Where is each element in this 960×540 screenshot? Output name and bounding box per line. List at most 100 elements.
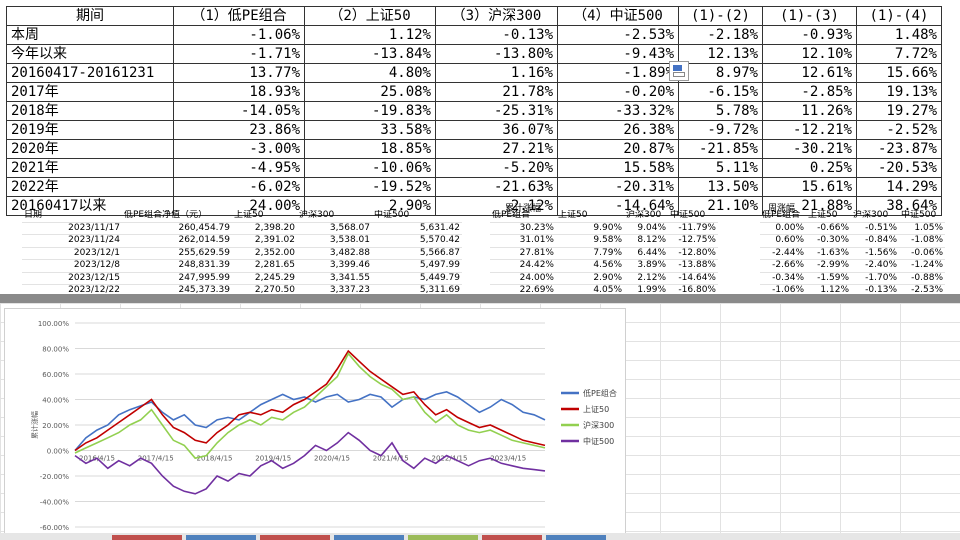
nav-cell[interactable]: 2023/12/8: [22, 259, 122, 273]
cum-cell[interactable]: 27.81%: [490, 247, 556, 260]
summary-data-cell[interactable]: 2019年: [6, 120, 174, 140]
weekly-cell[interactable]: -0.34%: [760, 272, 806, 285]
summary-data-cell[interactable]: 18.85%: [304, 139, 436, 159]
sheet-tab-blue[interactable]: [186, 535, 256, 540]
summary-data-cell[interactable]: -9.43%: [557, 44, 679, 64]
weekly-cell[interactable]: -2.66%: [760, 259, 806, 273]
weekly-cell[interactable]: -0.84%: [851, 234, 899, 248]
nav-cell[interactable]: 2023/11/24: [22, 234, 122, 248]
summary-data-cell[interactable]: -3.00%: [173, 139, 305, 159]
cum-cell[interactable]: 24.42%: [490, 259, 556, 273]
sheet-tab-red-3[interactable]: [482, 535, 542, 540]
cum-cell[interactable]: 6.44%: [624, 247, 668, 260]
summary-data-cell[interactable]: 26.38%: [557, 120, 679, 140]
weekly-cell[interactable]: -1.70%: [851, 272, 899, 285]
summary-data-cell[interactable]: 5.11%: [678, 158, 763, 178]
summary-data-cell[interactable]: 4.80%: [304, 63, 436, 83]
summary-header-cell[interactable]: （1）低PE组合: [173, 6, 305, 26]
summary-data-cell[interactable]: -2.53%: [557, 25, 679, 45]
sheet-tab-blue-2[interactable]: [334, 535, 404, 540]
summary-data-cell[interactable]: 13.77%: [173, 63, 305, 83]
cum-cell[interactable]: 9.58%: [556, 234, 624, 248]
summary-data-cell[interactable]: 2021年: [6, 158, 174, 178]
summary-data-cell[interactable]: 1.12%: [304, 25, 436, 45]
summary-data-cell[interactable]: 7.72%: [856, 44, 942, 64]
summary-data-cell[interactable]: 1.16%: [435, 63, 558, 83]
nav-cell[interactable]: 2,391.02: [232, 234, 297, 248]
summary-data-cell[interactable]: 23.86%: [173, 120, 305, 140]
summary-data-cell[interactable]: 36.07%: [435, 120, 558, 140]
summary-data-cell[interactable]: -30.21%: [762, 139, 857, 159]
nav-cell[interactable]: 248,831.39: [122, 259, 232, 273]
cum-header-cell[interactable]: 沪深300: [624, 210, 668, 223]
cum-cell[interactable]: 7.79%: [556, 247, 624, 260]
weekly-cell[interactable]: -2.40%: [851, 259, 899, 273]
cum-cell[interactable]: 2.90%: [556, 272, 624, 285]
summary-header-cell[interactable]: （3）沪深300: [435, 6, 558, 26]
summary-data-cell[interactable]: 33.58%: [304, 120, 436, 140]
summary-data-cell[interactable]: -2.85%: [762, 82, 857, 102]
summary-data-cell[interactable]: -6.02%: [173, 177, 305, 197]
summary-data-cell[interactable]: 2017年: [6, 82, 174, 102]
summary-data-cell[interactable]: 14.29%: [856, 177, 942, 197]
summary-data-cell[interactable]: 1.48%: [856, 25, 942, 45]
nav-header-cell[interactable]: 日期: [22, 210, 122, 223]
summary-data-cell[interactable]: 12.13%: [678, 44, 763, 64]
summary-header-cell[interactable]: (1)-(4): [856, 6, 942, 26]
summary-header-cell[interactable]: （4）中证500: [557, 6, 679, 26]
line-chart[interactable]: 100.00% 80.00% 60.00% 40.00% 20.00% 0.00% -20.…: [4, 308, 626, 536]
summary-data-cell[interactable]: -4.95%: [173, 158, 305, 178]
summary-data-cell[interactable]: -0.20%: [557, 82, 679, 102]
summary-data-cell[interactable]: -33.32%: [557, 101, 679, 121]
cum-cell[interactable]: 30.23%: [490, 222, 556, 235]
summary-data-cell[interactable]: 11.26%: [762, 101, 857, 121]
weekly-cell[interactable]: 0.60%: [760, 234, 806, 248]
nav-cell[interactable]: 3,482.88: [297, 247, 372, 260]
nav-header-cell[interactable]: 中证500: [372, 210, 462, 223]
weekly-cell[interactable]: -0.88%: [899, 272, 945, 285]
nav-cell[interactable]: 5,449.79: [372, 272, 462, 285]
sheet-tab-red[interactable]: [112, 535, 182, 540]
nav-cell[interactable]: 3,399.46: [297, 259, 372, 273]
nav-header-cell[interactable]: 沪深300: [297, 210, 372, 223]
nav-cell[interactable]: 260,454.79: [122, 222, 232, 235]
summary-data-cell[interactable]: 20.87%: [557, 139, 679, 159]
nav-cell[interactable]: 2,245.29: [232, 272, 297, 285]
weekly-cell[interactable]: -0.51%: [851, 222, 899, 235]
summary-data-cell[interactable]: -2.18%: [678, 25, 763, 45]
nav-cell[interactable]: 2,398.20: [232, 222, 297, 235]
summary-data-cell[interactable]: -25.31%: [435, 101, 558, 121]
summary-data-cell[interactable]: 19.27%: [856, 101, 942, 121]
cum-cell[interactable]: 4.56%: [556, 259, 624, 273]
summary-data-cell[interactable]: 13.50%: [678, 177, 763, 197]
nav-cell[interactable]: 247,995.99: [122, 272, 232, 285]
summary-header-cell[interactable]: (1)-(3): [762, 6, 857, 26]
summary-data-cell[interactable]: 15.58%: [557, 158, 679, 178]
summary-data-cell[interactable]: 2022年: [6, 177, 174, 197]
summary-data-cell[interactable]: 15.61%: [762, 177, 857, 197]
summary-data-cell[interactable]: 20160417-20161231: [6, 63, 174, 83]
summary-data-cell[interactable]: 今年以来: [6, 44, 174, 64]
summary-header-cell[interactable]: （2）上证50: [304, 6, 436, 26]
summary-data-cell[interactable]: 21.78%: [435, 82, 558, 102]
cum-header-cell[interactable]: 中证500: [668, 210, 718, 223]
summary-data-cell[interactable]: 18.93%: [173, 82, 305, 102]
summary-data-cell[interactable]: -13.84%: [304, 44, 436, 64]
summary-data-cell[interactable]: 2018年: [6, 101, 174, 121]
summary-data-cell[interactable]: -2.52%: [856, 120, 942, 140]
cum-cell[interactable]: 8.12%: [624, 234, 668, 248]
weekly-cell[interactable]: -0.06%: [899, 247, 945, 260]
summary-data-cell[interactable]: 8.97%: [678, 63, 763, 83]
summary-data-cell[interactable]: -19.83%: [304, 101, 436, 121]
summary-data-cell[interactable]: -13.80%: [435, 44, 558, 64]
cum-cell[interactable]: 9.90%: [556, 222, 624, 235]
summary-data-cell[interactable]: 12.61%: [762, 63, 857, 83]
summary-data-cell[interactable]: -23.87%: [856, 139, 942, 159]
nav-cell[interactable]: 2023/11/17: [22, 222, 122, 235]
summary-data-cell[interactable]: -20.31%: [557, 177, 679, 197]
cum-cell[interactable]: -14.64%: [668, 272, 718, 285]
weekly-cell[interactable]: -1.56%: [851, 247, 899, 260]
nav-cell[interactable]: 2,352.00: [232, 247, 297, 260]
weekly-cell[interactable]: -1.24%: [899, 259, 945, 273]
nav-cell[interactable]: 3,568.07: [297, 222, 372, 235]
